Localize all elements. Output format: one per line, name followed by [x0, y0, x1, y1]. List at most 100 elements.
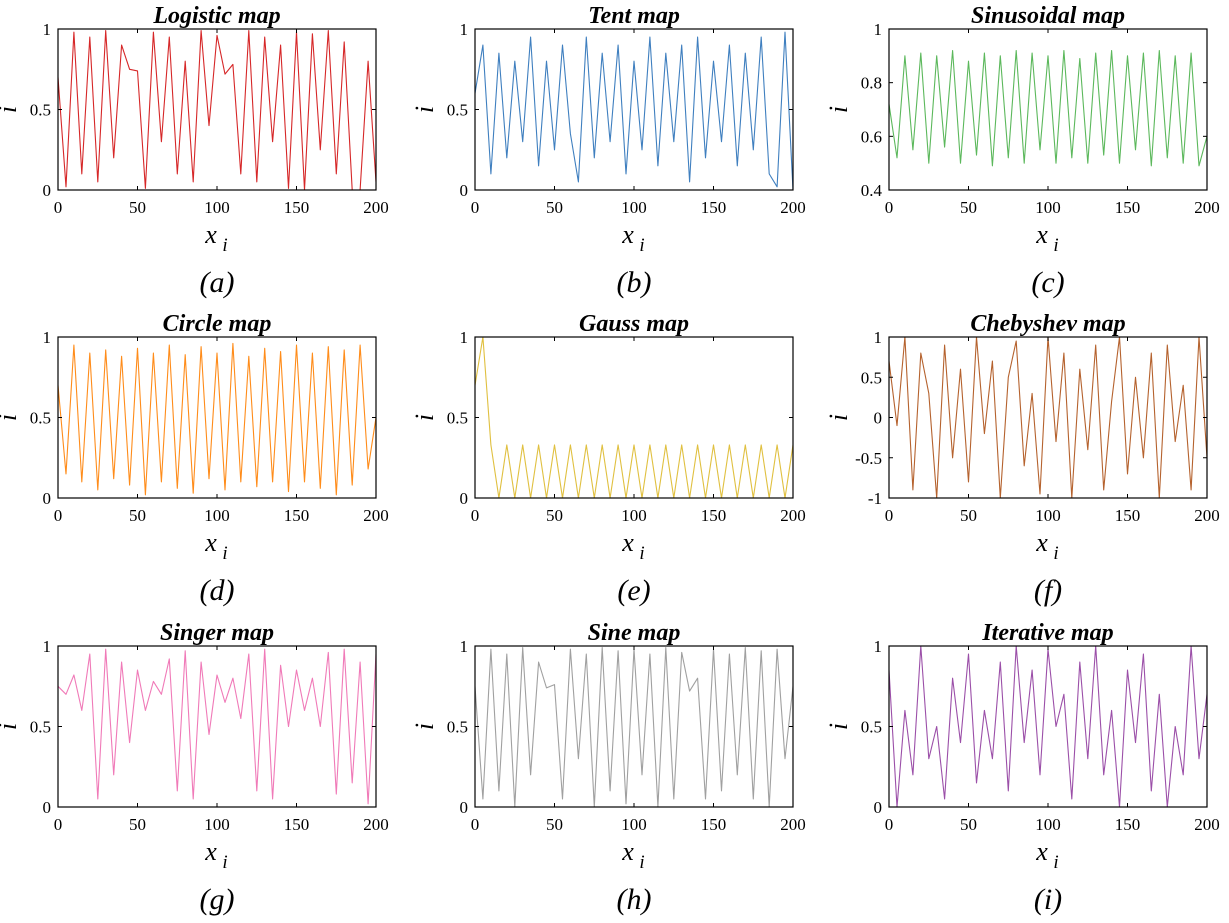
x-tick-label: 0 — [54, 815, 63, 834]
y-tick-label: 1 — [43, 20, 52, 39]
x-tick-label: 0 — [471, 506, 480, 525]
y-tick-label: 0 — [874, 798, 883, 817]
x-tick-label: 100 — [621, 506, 647, 525]
x-axis-label-subscript: i — [222, 543, 227, 564]
y-tick-label: 1 — [43, 637, 52, 656]
y-tick-label: 0.5 — [447, 409, 468, 428]
x-tick-label: 150 — [1115, 506, 1141, 525]
x-tick-label: 0 — [54, 198, 63, 217]
x-tick-label: 50 — [960, 815, 977, 834]
x-axis-label-subscript: i — [639, 543, 644, 564]
x-tick-label: 50 — [960, 506, 977, 525]
x-axis-label: x — [1035, 837, 1048, 866]
y-tick-label: 0 — [460, 489, 469, 508]
x-tick-label: 100 — [621, 815, 647, 834]
x-axis-label: x — [621, 220, 634, 249]
x-tick-label: 100 — [1035, 815, 1061, 834]
chart-title: Circle map — [163, 311, 272, 337]
x-tick-label: 100 — [1035, 198, 1061, 217]
chart-title: Iterative map — [981, 620, 1113, 646]
y-tick-label: 0.8 — [861, 74, 882, 93]
y-axis-label: i — [824, 106, 853, 113]
series-line — [475, 337, 793, 498]
x-tick-label: 100 — [1035, 506, 1061, 525]
y-tick-label: 0 — [460, 798, 469, 817]
chart-title: Chebyshev map — [970, 311, 1125, 337]
series-line — [475, 647, 793, 807]
panel-caption: (a) — [200, 266, 235, 299]
x-axis-label-subscript: i — [1053, 852, 1058, 873]
series-line — [889, 646, 1207, 807]
series-line — [475, 31, 793, 190]
y-tick-label: 0.5 — [447, 101, 468, 120]
x-tick-label: 200 — [1194, 198, 1220, 217]
y-axis-label: i — [410, 414, 439, 421]
x-tick-label: 100 — [204, 198, 230, 217]
x-tick-label: 50 — [960, 198, 977, 217]
x-tick-label: 50 — [546, 815, 563, 834]
x-tick-label: 200 — [780, 198, 806, 217]
x-tick-label: 150 — [1115, 198, 1141, 217]
chart-title: Singer map — [160, 620, 274, 646]
y-tick-label: 1 — [460, 637, 469, 656]
x-tick-label: 200 — [363, 506, 389, 525]
panel-caption: (f) — [1034, 574, 1062, 607]
plot-frame — [474, 336, 794, 499]
y-tick-label: 0 — [460, 181, 469, 200]
y-tick-label: 0.4 — [861, 181, 883, 200]
x-axis-label-subscript: i — [639, 235, 644, 256]
x-tick-label: 0 — [885, 198, 894, 217]
x-axis-label-subscript: i — [222, 852, 227, 873]
plot-frame — [57, 645, 377, 808]
y-tick-label: -0.5 — [855, 449, 882, 468]
panel-caption: (i) — [1034, 883, 1062, 916]
y-axis-label: i — [824, 723, 853, 730]
plot-frame — [57, 28, 377, 191]
x-tick-label: 0 — [471, 198, 480, 217]
x-tick-label: 150 — [701, 506, 727, 525]
x-tick-label: 200 — [1194, 815, 1220, 834]
y-tick-label: 0.5 — [861, 368, 882, 387]
x-tick-label: 200 — [363, 815, 389, 834]
x-tick-label: 200 — [363, 198, 389, 217]
y-tick-label: 0 — [43, 489, 52, 508]
x-axis-label: x — [621, 528, 634, 557]
y-axis-label: i — [410, 106, 439, 113]
y-tick-label: 0 — [874, 409, 883, 428]
panel-caption: (d) — [200, 574, 235, 607]
y-tick-label: 0.5 — [861, 718, 882, 737]
series-line — [889, 337, 1207, 498]
chart-title: Sine map — [588, 620, 681, 646]
x-tick-label: 50 — [129, 815, 146, 834]
y-tick-label: 0.6 — [861, 127, 882, 146]
plot-frame — [474, 645, 794, 808]
y-tick-label: 1 — [874, 328, 883, 347]
x-tick-label: 100 — [621, 198, 647, 217]
x-tick-label: 50 — [546, 198, 563, 217]
chart-title: Gauss map — [579, 311, 689, 337]
chart-title: Tent map — [588, 3, 680, 29]
x-axis-label: x — [204, 837, 217, 866]
y-tick-label: 0 — [43, 798, 52, 817]
x-tick-label: 50 — [129, 506, 146, 525]
x-axis-label-subscript: i — [222, 235, 227, 256]
x-axis-label: x — [1035, 528, 1048, 557]
panel-caption: (c) — [1031, 266, 1064, 299]
x-axis-label: x — [204, 528, 217, 557]
y-tick-label: 0 — [43, 181, 52, 200]
x-tick-label: 200 — [780, 506, 806, 525]
x-axis-label-subscript: i — [639, 852, 644, 873]
x-tick-label: 150 — [284, 506, 310, 525]
x-tick-label: 150 — [701, 198, 727, 217]
panel-caption: (b) — [617, 266, 652, 299]
x-axis-label: x — [1035, 220, 1048, 249]
x-tick-label: 0 — [54, 506, 63, 525]
x-axis-label: x — [204, 220, 217, 249]
